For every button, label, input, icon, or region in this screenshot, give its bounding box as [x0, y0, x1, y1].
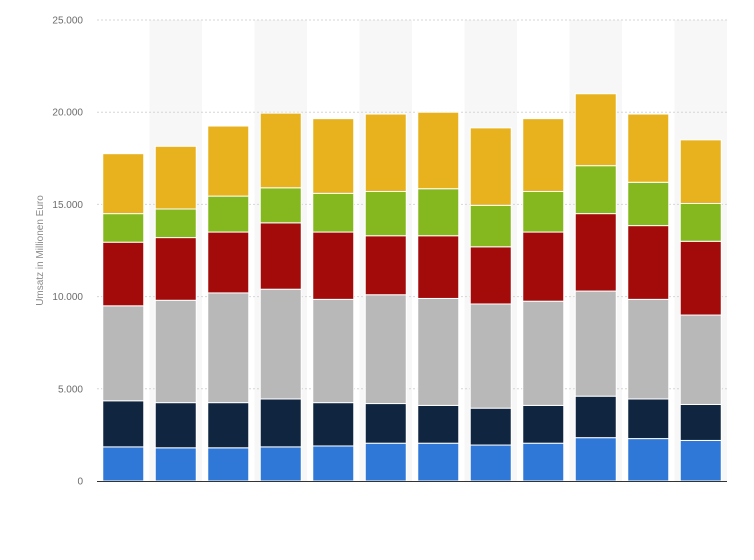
bar-segment[interactable] [207, 231, 250, 294]
bar-segment[interactable] [679, 314, 722, 405]
y-tick-label: 10.000 [52, 292, 83, 303]
bar-segment[interactable] [312, 118, 355, 194]
bar-segment[interactable] [522, 231, 565, 302]
bar-segment[interactable] [259, 288, 302, 400]
bar-segment[interactable] [364, 294, 407, 405]
bar-segment[interactable] [627, 181, 670, 227]
bar-stack [469, 127, 512, 482]
bar-segment[interactable] [259, 112, 302, 189]
bar-segment[interactable] [154, 299, 197, 404]
bar-segment[interactable] [312, 402, 355, 447]
bar-segment[interactable] [312, 298, 355, 404]
bar-segment[interactable] [154, 447, 197, 482]
bar-segment[interactable] [679, 403, 722, 441]
bar-segment[interactable] [627, 113, 670, 183]
bar-segment[interactable] [522, 300, 565, 406]
bar-segment[interactable] [522, 118, 565, 192]
bar-segment[interactable] [259, 446, 302, 482]
bar-stack [364, 113, 407, 482]
bar-stack [207, 125, 250, 482]
y-tick-label: 20.000 [52, 108, 83, 119]
bar-segment[interactable] [574, 165, 617, 215]
bar-segment[interactable] [207, 292, 250, 404]
bar-segment[interactable] [154, 237, 197, 301]
bar-segment[interactable] [417, 235, 460, 299]
y-tick-label: 0 [77, 477, 83, 488]
bar-stack [417, 111, 460, 482]
bar-segment[interactable] [102, 241, 145, 307]
bar-segment[interactable] [102, 305, 145, 402]
bar-segment[interactable] [627, 225, 670, 300]
bar-segment[interactable] [259, 398, 302, 448]
bar-segment[interactable] [627, 298, 670, 400]
bar-segment[interactable] [207, 125, 250, 197]
bar-segment[interactable] [574, 290, 617, 397]
bar-segment[interactable] [469, 303, 512, 409]
y-tick-label: 5.000 [58, 384, 83, 395]
bar-segment[interactable] [679, 439, 722, 482]
bar-segment[interactable] [417, 404, 460, 444]
bar-stack [312, 118, 355, 482]
bar-segment[interactable] [259, 187, 302, 224]
bar-segment[interactable] [574, 93, 617, 167]
bar-segment[interactable] [364, 190, 407, 237]
bar-stack [627, 113, 670, 482]
bar-segment[interactable] [627, 438, 670, 482]
bars [102, 93, 722, 482]
bar-segment[interactable] [207, 447, 250, 482]
bar-segment[interactable] [259, 222, 302, 290]
bar-segment[interactable] [154, 208, 197, 239]
y-gridlines [97, 19, 727, 390]
y-tick-label: 25.000 [52, 16, 83, 27]
bar-stack [679, 139, 722, 482]
bar-segment[interactable] [469, 127, 512, 206]
bar-stack [259, 112, 302, 482]
bar-segment[interactable] [679, 240, 722, 316]
bar-stack [522, 118, 565, 482]
bar-segment[interactable] [102, 213, 145, 243]
bar-segment[interactable] [312, 445, 355, 482]
bar-segment[interactable] [417, 111, 460, 190]
bar-segment[interactable] [417, 442, 460, 482]
bar-segment[interactable] [417, 297, 460, 406]
bar-segment[interactable] [102, 400, 145, 448]
bar-segment[interactable] [522, 442, 565, 482]
bar-segment[interactable] [364, 235, 407, 296]
bar-segment[interactable] [312, 231, 355, 300]
bar-segment[interactable] [102, 153, 145, 215]
y-axis-title: Umsatz in Millionen Euro [35, 195, 46, 306]
bar-segment[interactable] [364, 442, 407, 482]
bar-segment[interactable] [364, 113, 407, 192]
bar-segment[interactable] [102, 446, 145, 482]
bar-stack [154, 145, 197, 482]
bar-segment[interactable] [574, 213, 617, 292]
bar-stack [102, 153, 145, 482]
bar-segment[interactable] [574, 395, 617, 439]
bar-segment[interactable] [469, 246, 512, 305]
bar-segment[interactable] [364, 403, 407, 444]
bar-segment[interactable] [679, 202, 722, 242]
bar-segment[interactable] [522, 190, 565, 233]
bar-segment[interactable] [469, 204, 512, 248]
bar-segment[interactable] [574, 437, 617, 482]
bar-segment[interactable] [679, 139, 722, 204]
bar-segment[interactable] [154, 145, 197, 210]
bar-segment[interactable] [207, 195, 250, 233]
bar-segment[interactable] [154, 402, 197, 449]
y-axis-tick-labels: 0 5.000 10.000 15.000 20.000 25.000 [52, 16, 83, 488]
y-tick-label: 15.000 [52, 200, 83, 211]
bar-segment[interactable] [522, 404, 565, 444]
bar-segment[interactable] [627, 398, 670, 440]
bar-segment[interactable] [417, 188, 460, 237]
bar-segment[interactable] [312, 192, 355, 233]
bar-stack [574, 93, 617, 482]
bar-segment[interactable] [207, 402, 250, 449]
bar-segment[interactable] [469, 444, 512, 482]
bar-segment[interactable] [469, 407, 512, 446]
